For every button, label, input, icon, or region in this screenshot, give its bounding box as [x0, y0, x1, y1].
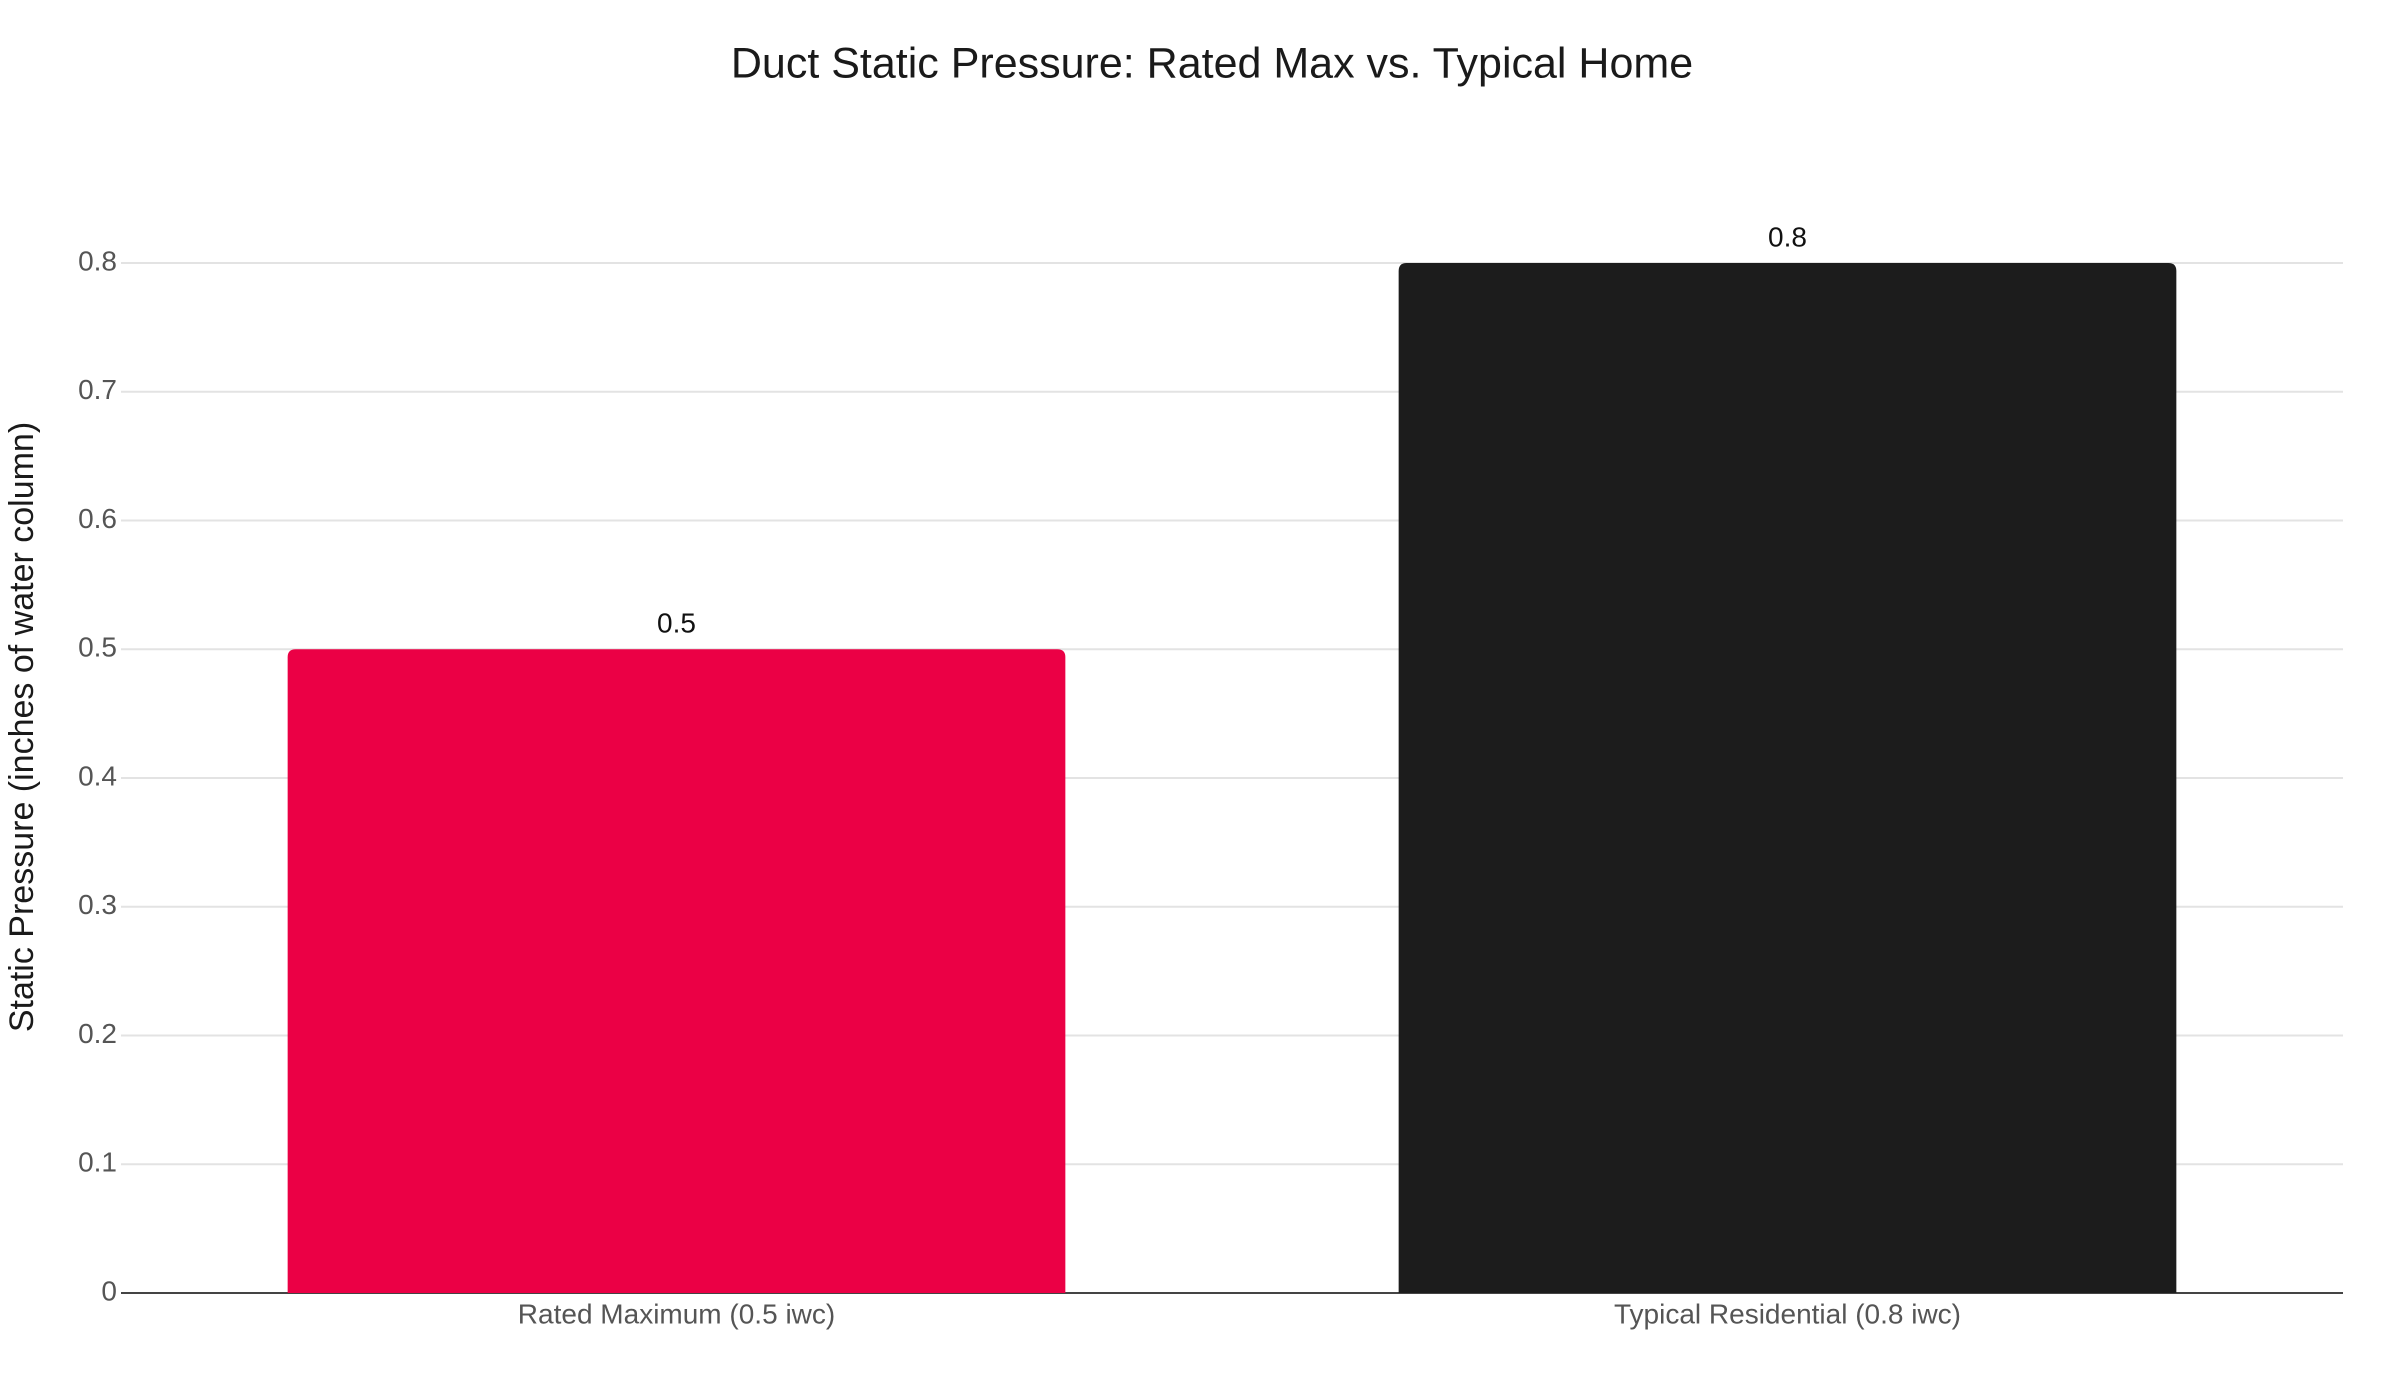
y-tick-label: 0.7: [78, 374, 117, 405]
bar: [1398, 263, 2177, 1293]
y-tick-label: 0.6: [78, 503, 117, 534]
y-tick-label: 0.2: [78, 1018, 117, 1049]
y-tick-label: 0.8: [78, 245, 117, 276]
x-tick-label: Rated Maximum (0.5 iwc): [518, 1298, 835, 1329]
y-tick-label: 0.1: [78, 1147, 117, 1178]
y-tick-label: 0.3: [78, 889, 117, 920]
chart-title: Duct Static Pressure: Rated Max vs. Typi…: [731, 39, 1693, 87]
bar: [287, 649, 1066, 1293]
y-tick-label: 0.5: [78, 632, 117, 663]
y-axis-title: Static Pressure (inches of water column): [3, 422, 41, 1032]
y-tick-label: 0.4: [78, 760, 117, 791]
value-label: 0.8: [1768, 221, 1807, 252]
y-tick-label: 0: [101, 1275, 117, 1306]
value-label: 0.5: [657, 608, 696, 639]
x-tick-label: Typical Residential (0.8 iwc): [1614, 1298, 1961, 1329]
